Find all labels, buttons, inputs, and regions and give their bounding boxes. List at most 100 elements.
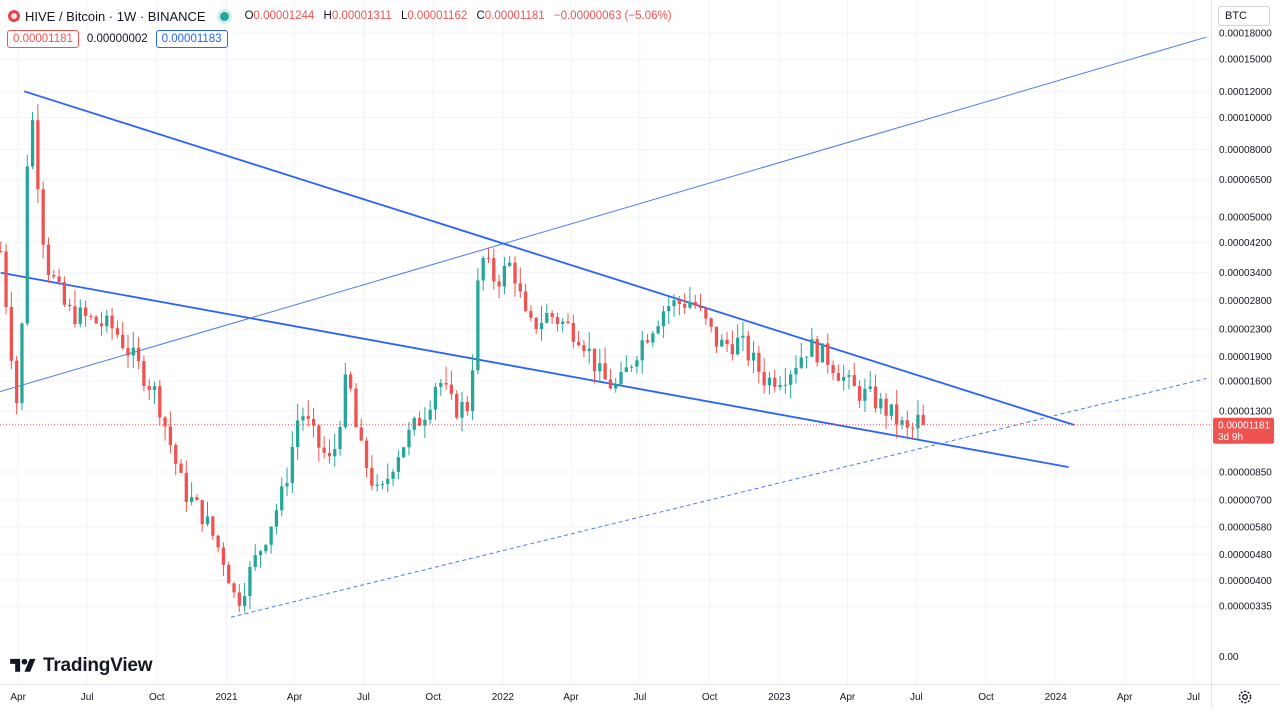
candle-body [9,307,14,361]
x-tick-label: Apr [10,692,26,703]
candle-body [343,374,347,428]
candle-body [147,386,151,390]
candle-body [645,340,650,343]
candle-body [380,484,385,486]
candle-body [375,484,379,486]
trendline-upper-resistance [23,90,1075,426]
candle-body [407,429,411,448]
candle-body [736,337,740,355]
grid [0,0,1211,684]
bid-ask-row: 0.00001181 0.00000002 0.00001183 [7,30,228,48]
symbol-title[interactable]: HIVE / Bitcoin · 1W · BINANCE [25,8,206,24]
candle-body [661,311,666,327]
candle-body [598,363,602,372]
candle-body [295,420,300,447]
candle-body [619,372,623,385]
candle-body [386,478,390,485]
candle-body [391,471,395,479]
candle-body [587,348,591,352]
candle-body [46,244,51,275]
candle-body [364,440,369,468]
candle-body [847,375,851,377]
candle-body [677,300,681,304]
candle-body [417,418,422,426]
candle-body [433,386,438,410]
candle-body [614,384,618,389]
x-tick-label: Oct [149,692,165,703]
candle-body [396,457,401,472]
buy-price-button[interactable]: 0.00001183 [155,30,228,48]
y-tick-label: 0.00003400 [1219,268,1272,279]
candle-body [205,516,210,525]
candle-body [449,384,454,394]
change-value: −0.00000063 (−5.06%) [553,10,672,22]
candle-body [550,313,554,317]
candle-body [306,416,310,419]
candle-body [428,409,432,420]
sell-price-button[interactable]: 0.00001181 [7,30,79,48]
x-tick-label: Oct [978,692,994,703]
x-tick-label: 2021 [215,692,238,703]
y-tick-label: 0.00000400 [1219,576,1272,587]
candle-body [895,404,899,425]
y-tick-label: 0.00015000 [1219,55,1272,66]
candle-body [746,335,750,361]
candle-body [455,393,459,418]
y-tick-label: 0.00000580 [1219,523,1272,534]
candle-body [20,323,24,404]
candle-body [799,357,803,368]
candle-body [105,315,109,327]
candle-body [741,335,745,338]
candle-body [502,265,507,287]
candle-body [518,283,522,292]
candle-body [89,315,93,317]
candle-body [640,340,644,361]
candle-body [481,257,485,281]
candle-body [698,305,703,309]
candle-body [189,497,194,502]
candle-body [15,360,19,404]
x-tick-label: Apr [1117,692,1133,703]
x-tick-label: Jul [1187,692,1200,703]
candle-body [131,347,135,356]
candle-body [30,120,35,167]
high-label: H [323,10,332,22]
candle-body [842,376,846,381]
candle-body [94,316,98,324]
candle-body [136,347,141,362]
tradingview-logo[interactable]: TradingView [9,655,153,677]
candle-body [523,291,528,312]
candle-body [62,281,67,305]
trendline-lower-falling-support [0,271,1069,468]
candle-body [720,339,724,347]
candle-body [333,449,337,457]
candle-body [635,360,639,367]
candle-body [274,510,279,527]
candle-body [126,348,130,356]
currency-button[interactable]: BTC [1218,6,1270,26]
candle-body [916,414,920,429]
candle-body [41,189,45,245]
last-price-label: 0.00001181 [1218,420,1271,431]
candle-body [576,341,581,346]
candle-body [592,348,597,372]
candle-body [889,404,894,416]
gear-icon[interactable] [1237,689,1253,705]
candle-body [110,315,114,329]
candle-body [534,317,538,329]
candle-body [211,516,215,536]
candle-body [688,301,692,308]
candle-body [730,344,734,355]
x-tick-label: Apr [563,692,579,703]
candle-body [184,472,188,502]
candle-body [566,321,570,324]
candle-body [762,371,766,386]
candle-body [370,467,374,486]
tradingview-logo-icon [10,658,36,672]
candle-body [476,280,480,371]
low-label: L [400,10,408,22]
close-label: C [476,10,485,22]
candle-body [873,386,878,409]
